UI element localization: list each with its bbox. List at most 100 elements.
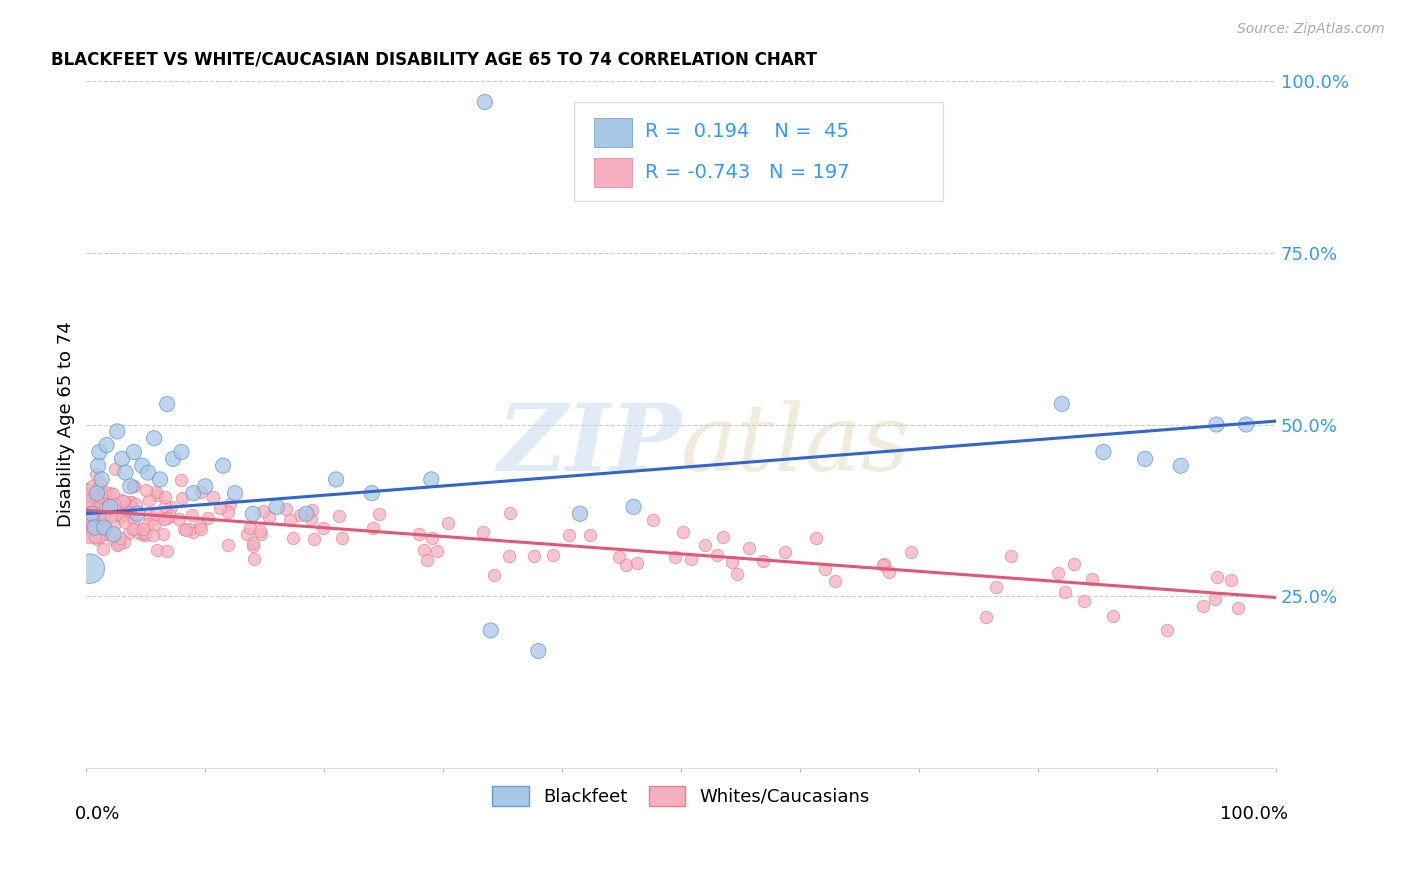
Point	[872, 558, 894, 572]
Point	[420, 532, 443, 546]
Point	[170, 491, 193, 506]
Point	[76, 500, 98, 515]
Point	[361, 521, 384, 535]
Point	[1234, 417, 1257, 432]
Point	[86, 486, 108, 500]
Point	[156, 511, 179, 525]
Point	[1205, 417, 1227, 432]
Point	[97, 498, 120, 512]
Point	[579, 528, 602, 542]
Point	[114, 515, 136, 529]
Point	[249, 524, 271, 538]
Point	[96, 505, 118, 519]
Point	[623, 500, 645, 514]
Point	[125, 497, 148, 511]
Point	[120, 479, 142, 493]
Point	[986, 580, 1008, 594]
Point	[1156, 623, 1178, 637]
Point	[1092, 445, 1115, 459]
Point	[145, 542, 167, 557]
Point	[127, 507, 149, 521]
Point	[98, 500, 121, 514]
Point	[737, 541, 759, 556]
Point	[77, 490, 100, 504]
Point	[79, 562, 101, 576]
Point	[224, 486, 246, 500]
Point	[121, 478, 143, 492]
Point	[94, 500, 117, 515]
Point	[1227, 600, 1250, 615]
Point	[120, 509, 142, 524]
Point	[131, 458, 153, 473]
Point	[87, 530, 110, 544]
Point	[188, 519, 211, 533]
Point	[242, 539, 264, 553]
Point	[145, 507, 167, 521]
Point	[79, 509, 101, 524]
Point	[664, 549, 686, 564]
Legend: Blackfeet, Whites/Caucasians: Blackfeet, Whites/Caucasians	[485, 779, 877, 814]
Point	[80, 507, 103, 521]
Point	[159, 509, 181, 524]
Point	[80, 513, 103, 527]
Point	[569, 507, 592, 521]
Point	[416, 553, 439, 567]
Point	[814, 562, 837, 576]
Point	[82, 507, 104, 521]
Point	[527, 644, 550, 658]
Point	[90, 491, 112, 505]
Point	[134, 527, 156, 541]
Point	[112, 494, 135, 508]
Point	[152, 527, 174, 541]
Point	[97, 499, 120, 513]
Point	[108, 531, 131, 545]
Point	[711, 530, 734, 544]
Point	[1133, 451, 1156, 466]
Bar	[595, 158, 633, 187]
Text: R =  0.194    N =  45: R = 0.194 N = 45	[645, 122, 849, 141]
Point	[1102, 608, 1125, 623]
Point	[672, 524, 695, 539]
Point	[124, 479, 146, 493]
Point	[138, 517, 160, 532]
Point	[101, 487, 124, 501]
Point	[142, 528, 165, 542]
Point	[498, 506, 520, 520]
Point	[76, 530, 98, 544]
Point	[82, 495, 104, 509]
Point	[693, 538, 716, 552]
Point	[82, 520, 104, 534]
Point	[82, 529, 104, 543]
Point	[179, 522, 201, 536]
Point	[607, 550, 630, 565]
Point	[408, 527, 430, 541]
Point	[156, 397, 179, 411]
Point	[80, 479, 103, 493]
Point	[100, 508, 122, 523]
Point	[138, 493, 160, 508]
Point	[76, 514, 98, 528]
Point	[122, 523, 145, 537]
Point	[725, 567, 748, 582]
Point	[103, 527, 125, 541]
Point	[84, 500, 107, 515]
Point	[153, 490, 176, 504]
Point	[105, 425, 128, 439]
Text: atlas: atlas	[681, 401, 911, 490]
Point	[160, 500, 183, 514]
Point	[77, 489, 100, 503]
Point	[523, 549, 546, 564]
Point	[302, 532, 325, 546]
Point	[900, 545, 922, 559]
Point	[368, 507, 391, 521]
Point	[118, 498, 141, 512]
Point	[129, 526, 152, 541]
Point	[1204, 592, 1226, 607]
Point	[83, 528, 105, 542]
Point	[614, 558, 637, 572]
Point	[98, 485, 121, 500]
Point	[498, 549, 520, 563]
Point	[89, 445, 111, 459]
Point	[181, 508, 204, 522]
Point	[257, 510, 280, 524]
